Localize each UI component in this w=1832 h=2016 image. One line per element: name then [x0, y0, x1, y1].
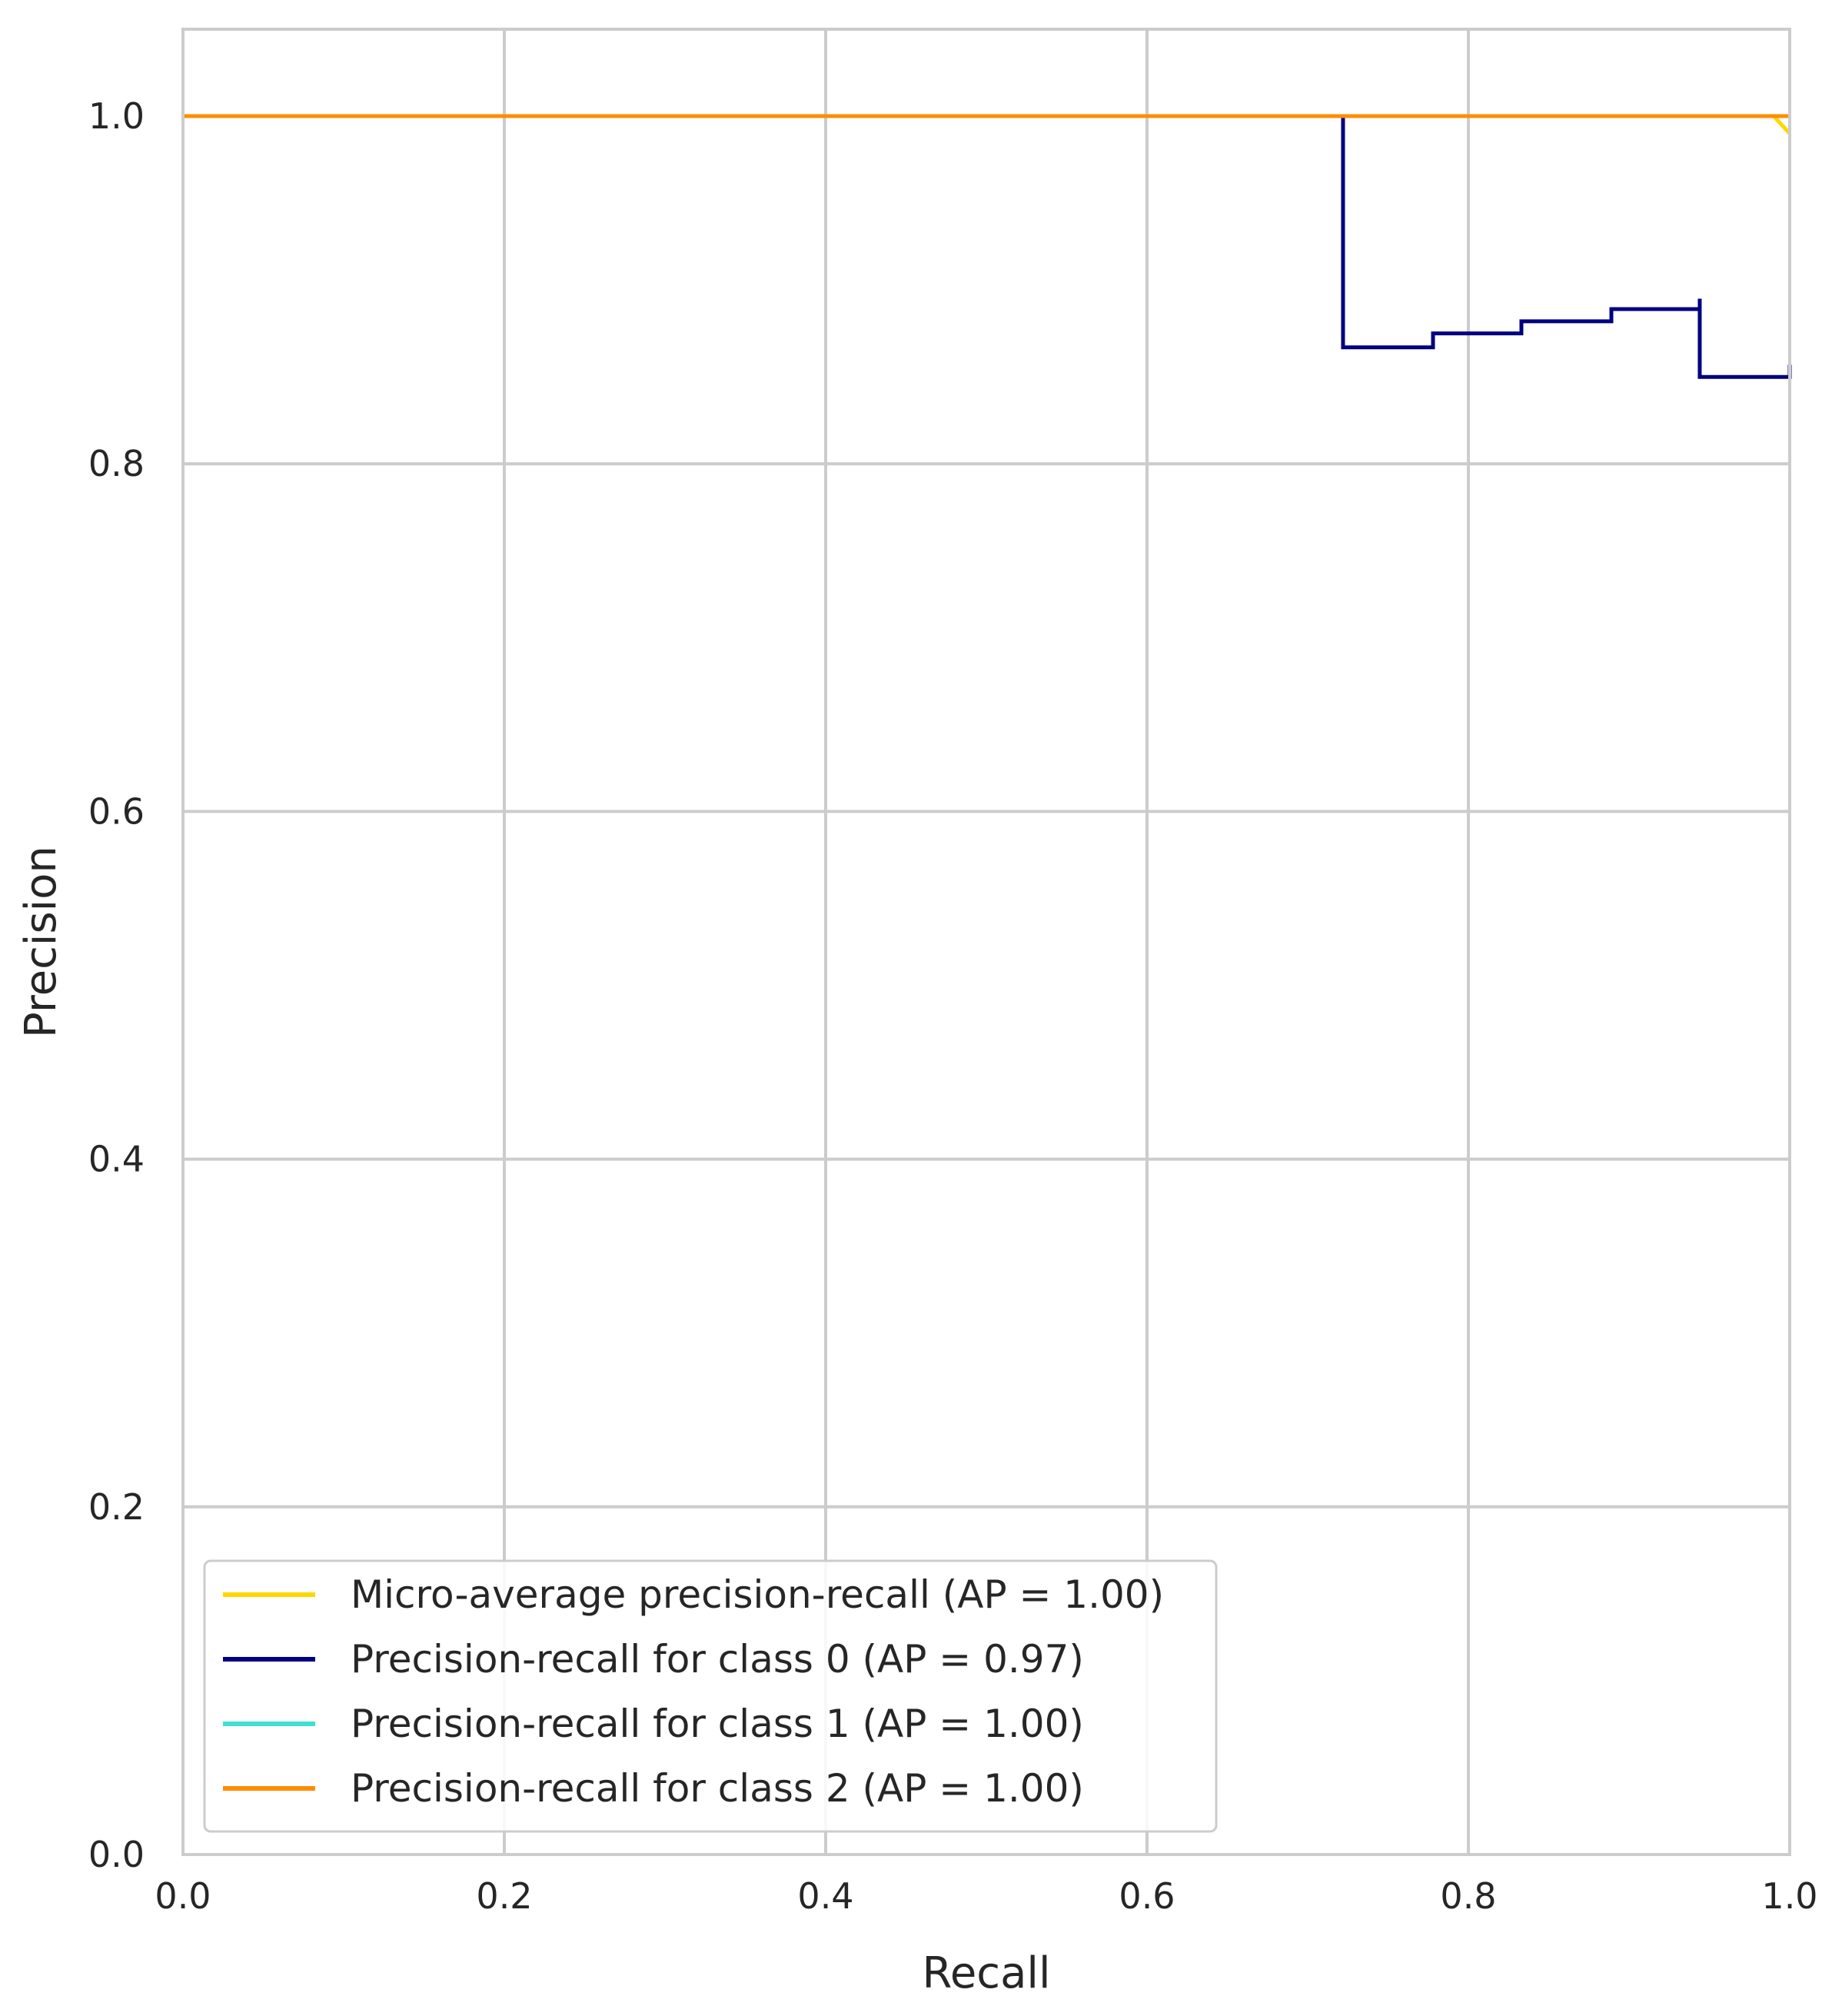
- x-axis-label: Recall: [922, 1948, 1050, 1998]
- plot-frame: [181, 28, 1791, 1856]
- y-tick-label: 0.8: [88, 443, 145, 484]
- y-tick-label: 0.2: [88, 1486, 145, 1528]
- y-axis-label: Precision: [16, 846, 66, 1038]
- legend-label: Precision-recall for class 2 (AP = 1.00): [351, 1766, 1084, 1811]
- x-tick-label: 1.0: [1761, 1875, 1817, 1917]
- legend: Micro-average precision-recall (AP = 1.0…: [203, 1559, 1218, 1833]
- x-tick-label: 0.2: [476, 1875, 532, 1917]
- legend-box: [203, 1559, 1218, 1833]
- y-tick-label: 0.6: [88, 790, 145, 832]
- legend-label: Micro-average precision-recall (AP = 1.0…: [351, 1572, 1164, 1617]
- legend-label: Precision-recall for class 1 (AP = 1.00): [351, 1702, 1084, 1746]
- x-tick-label: 0.4: [797, 1875, 853, 1917]
- x-tick-label: 0.8: [1440, 1875, 1496, 1917]
- y-tick-labels: 0.0 0.2 0.4 0.6 0.8 1.0: [88, 95, 145, 1875]
- x-tick-labels: 0.0 0.2 0.4 0.6 0.8 1.0: [155, 1875, 1817, 1917]
- y-tick-label: 1.0: [88, 95, 145, 137]
- x-tick-label: 0.0: [155, 1875, 211, 1917]
- x-tick-label: 0.6: [1119, 1875, 1175, 1917]
- y-tick-label: 0.4: [88, 1139, 145, 1180]
- y-tick-label: 0.0: [88, 1834, 145, 1875]
- series-line-1: [183, 114, 1792, 379]
- legend-label: Precision-recall for class 0 (AP = 0.97): [351, 1637, 1084, 1682]
- series-layer: [183, 114, 1792, 379]
- grid-lines: [181, 29, 1791, 1856]
